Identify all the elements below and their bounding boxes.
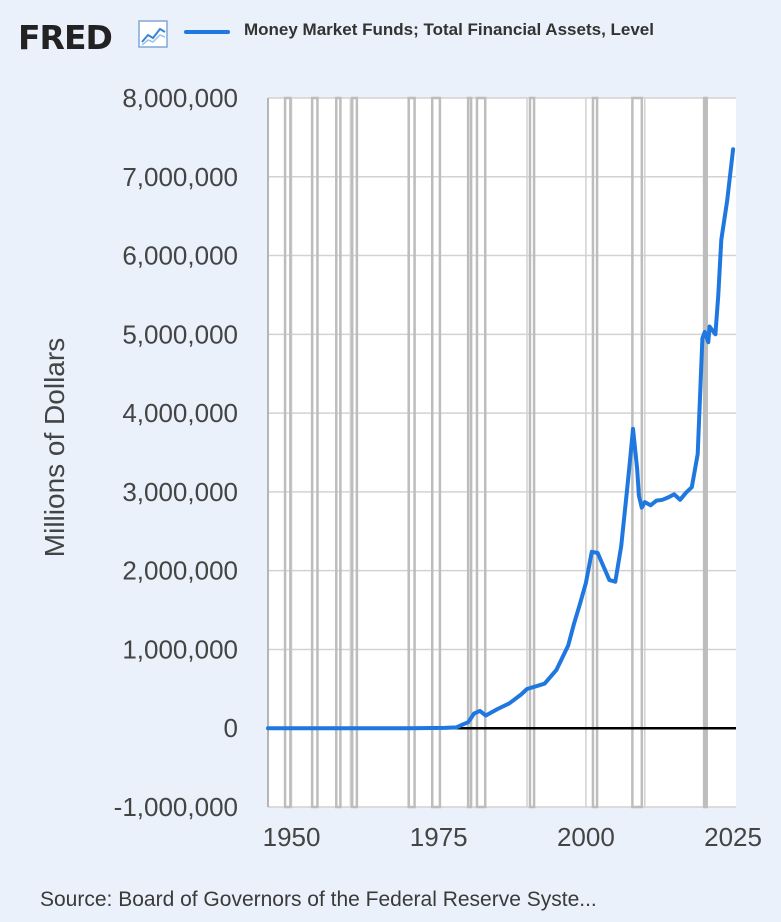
legend-label: Money Market Funds; Total Financial Asse… bbox=[244, 20, 654, 39]
y-tick-label: 8,000,000 bbox=[122, 83, 238, 113]
y-tick-label: 5,000,000 bbox=[122, 319, 238, 349]
y-tick-label: 6,000,000 bbox=[122, 241, 238, 271]
recession-band bbox=[528, 96, 536, 809]
x-tick-label: 1950 bbox=[263, 822, 321, 852]
recession-band bbox=[310, 96, 319, 809]
fred-logo[interactable]: FRED bbox=[18, 18, 113, 57]
y-tick-label: -1,000,000 bbox=[114, 792, 238, 822]
recession-band bbox=[466, 96, 473, 809]
y-tick-label: 2,000,000 bbox=[122, 556, 238, 586]
recession-band bbox=[407, 96, 416, 809]
y-axis-label: Millions of Dollars bbox=[39, 338, 70, 557]
x-tick-label: 2025 bbox=[704, 822, 762, 852]
x-tick-label: 2000 bbox=[557, 822, 615, 852]
y-tick-label: 3,000,000 bbox=[122, 477, 238, 507]
y-tick-label: 1,000,000 bbox=[122, 634, 238, 664]
recession-band bbox=[591, 96, 599, 809]
chart-line-icon bbox=[138, 20, 168, 48]
recession-band bbox=[283, 96, 292, 809]
y-tick-label: 4,000,000 bbox=[122, 398, 238, 428]
chart-header: FRED Money Market Funds; Total Financial… bbox=[14, 12, 774, 57]
legend-swatch bbox=[184, 30, 230, 34]
recession-band bbox=[335, 96, 342, 809]
y-tick-label: 7,000,000 bbox=[122, 162, 238, 192]
series-line bbox=[266, 147, 736, 731]
recession-band bbox=[430, 96, 442, 809]
plot-area bbox=[268, 98, 736, 807]
recession-band bbox=[475, 96, 487, 809]
x-tick-label: 1975 bbox=[410, 822, 468, 852]
recession-band bbox=[350, 96, 359, 809]
line-chart: 8,000,000 7,000,000 6,000,000 5,000,000 4,00… bbox=[39, 83, 762, 852]
y-tick-label: 0 bbox=[224, 713, 238, 743]
recession-band bbox=[702, 96, 708, 809]
source-note: Source: Board of Governors of the Federa… bbox=[40, 888, 597, 911]
